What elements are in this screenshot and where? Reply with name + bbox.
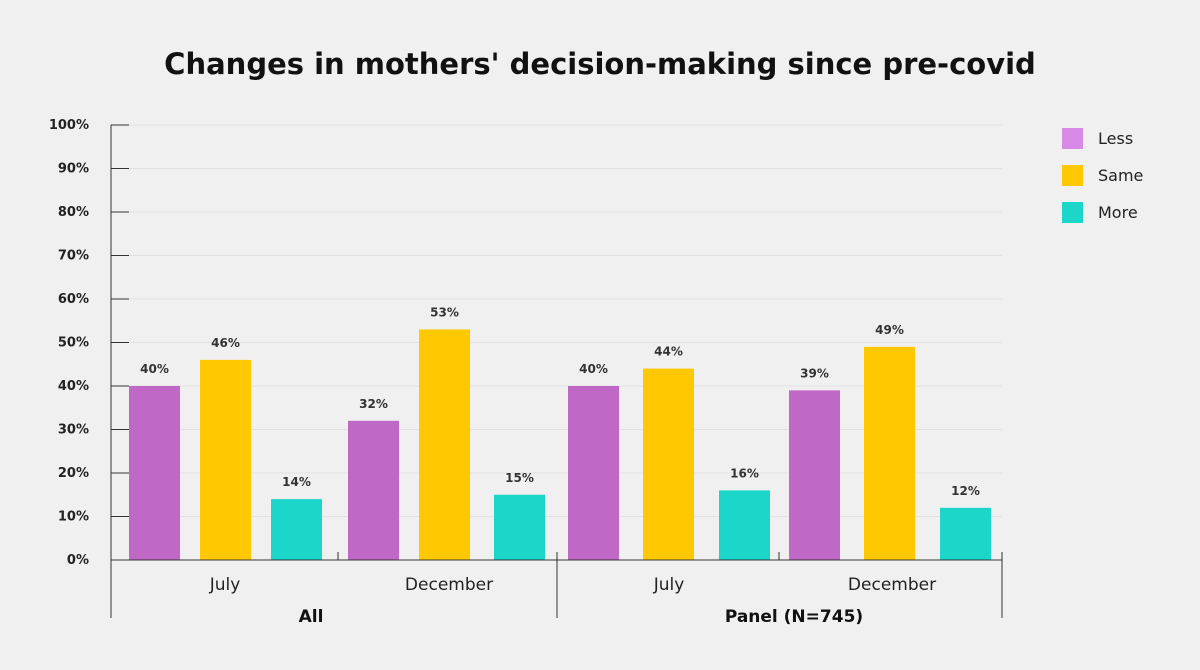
bar — [129, 386, 180, 560]
bar — [419, 329, 470, 560]
x-group-label: All — [299, 607, 324, 627]
data-label: 14% — [282, 475, 311, 489]
legend-swatch — [1062, 202, 1083, 223]
y-tick-label: 70% — [58, 249, 89, 264]
bar — [494, 494, 545, 560]
bar — [940, 507, 991, 560]
data-label: 46% — [211, 336, 240, 350]
bar — [864, 346, 915, 560]
data-label: 53% — [430, 305, 459, 319]
x-category-label: December — [848, 575, 936, 595]
y-axis: 0% 10% 20% 30% 40% 50% 60% 70% 80% 90% 100% — [49, 118, 129, 618]
data-label: 49% — [875, 323, 904, 337]
bar — [719, 490, 770, 560]
data-label: 40% — [140, 362, 169, 376]
data-label: 32% — [359, 397, 388, 411]
x-category-label: July — [209, 575, 241, 595]
y-tick-label: 10% — [58, 510, 89, 525]
data-label: 39% — [800, 366, 829, 380]
y-tick-label: 40% — [58, 379, 89, 394]
legend-label: Less — [1098, 129, 1133, 148]
y-tick-label: 80% — [58, 205, 89, 220]
data-label: 12% — [951, 484, 980, 498]
bars — [129, 329, 991, 560]
y-tick-label: 20% — [58, 466, 89, 481]
bar — [348, 420, 399, 560]
y-tick-label: 50% — [58, 336, 89, 351]
y-tick-label: 100% — [49, 118, 89, 133]
legend-swatch — [1062, 165, 1083, 186]
bar — [643, 368, 694, 560]
x-group-label: Panel (N=745) — [725, 607, 863, 627]
legend-label: More — [1098, 203, 1138, 222]
y-tick-label: 90% — [58, 162, 89, 177]
data-label: 16% — [730, 466, 759, 480]
chart-title: Changes in mothers' decision-making sinc… — [164, 47, 1036, 81]
y-tick-label: 30% — [58, 423, 89, 438]
x-category-label: July — [653, 575, 685, 595]
x-axis: July December July December All Panel (N=745) — [110, 552, 1003, 627]
legend: Less Same More — [1062, 128, 1143, 223]
data-label: 15% — [505, 471, 534, 485]
data-label: 44% — [654, 345, 683, 359]
x-category-label: December — [405, 575, 493, 595]
legend-label: Same — [1098, 166, 1143, 185]
bar — [789, 390, 840, 560]
bar — [200, 359, 251, 560]
data-label: 40% — [579, 362, 608, 376]
bar — [568, 386, 619, 560]
legend-swatch — [1062, 128, 1083, 149]
y-tick-label: 0% — [67, 553, 89, 568]
y-tick-label: 60% — [58, 292, 89, 307]
data-labels: 40% 46% 14% 32% 53% 15% 40% 44% 16% 39% 49% 12% — [140, 305, 980, 497]
gridlines — [111, 124, 1002, 517]
bar — [271, 499, 322, 560]
